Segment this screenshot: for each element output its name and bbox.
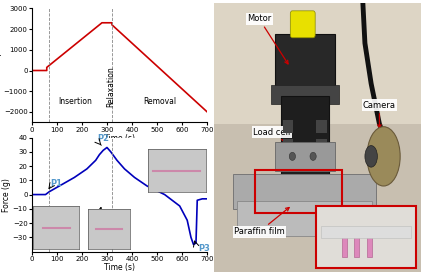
FancyBboxPatch shape	[321, 226, 411, 238]
FancyBboxPatch shape	[316, 120, 327, 133]
Text: Motor: Motor	[247, 14, 288, 64]
FancyBboxPatch shape	[290, 11, 315, 38]
FancyBboxPatch shape	[281, 96, 329, 187]
FancyBboxPatch shape	[342, 229, 347, 257]
FancyBboxPatch shape	[283, 158, 294, 171]
FancyBboxPatch shape	[233, 174, 376, 209]
FancyBboxPatch shape	[316, 139, 327, 152]
Text: Relaxation: Relaxation	[107, 67, 115, 108]
Text: Paraffin film: Paraffin film	[234, 208, 289, 236]
FancyBboxPatch shape	[316, 206, 416, 268]
X-axis label: Time (s): Time (s)	[104, 134, 135, 143]
Text: Removal: Removal	[143, 97, 176, 106]
Text: Load cell: Load cell	[253, 128, 297, 151]
Ellipse shape	[365, 145, 377, 167]
Ellipse shape	[310, 152, 316, 160]
X-axis label: Time (s): Time (s)	[104, 263, 135, 272]
FancyBboxPatch shape	[354, 229, 359, 257]
Y-axis label: Position (μm): Position (μm)	[0, 40, 2, 91]
FancyBboxPatch shape	[275, 34, 335, 90]
FancyBboxPatch shape	[367, 229, 371, 257]
Text: Insertion: Insertion	[59, 97, 93, 106]
FancyBboxPatch shape	[214, 3, 421, 124]
Text: P2: P2	[97, 134, 109, 143]
FancyBboxPatch shape	[214, 3, 421, 272]
Y-axis label: Force (g): Force (g)	[2, 178, 11, 211]
FancyBboxPatch shape	[283, 139, 294, 152]
FancyBboxPatch shape	[316, 158, 327, 171]
FancyBboxPatch shape	[275, 142, 335, 171]
Ellipse shape	[289, 152, 296, 160]
Text: P1: P1	[50, 179, 62, 188]
Text: P3: P3	[198, 244, 210, 253]
FancyBboxPatch shape	[283, 120, 294, 133]
FancyBboxPatch shape	[271, 85, 339, 104]
Bar	[255, 170, 342, 213]
Ellipse shape	[367, 127, 400, 186]
FancyBboxPatch shape	[237, 201, 372, 236]
Text: Camera: Camera	[363, 101, 396, 128]
